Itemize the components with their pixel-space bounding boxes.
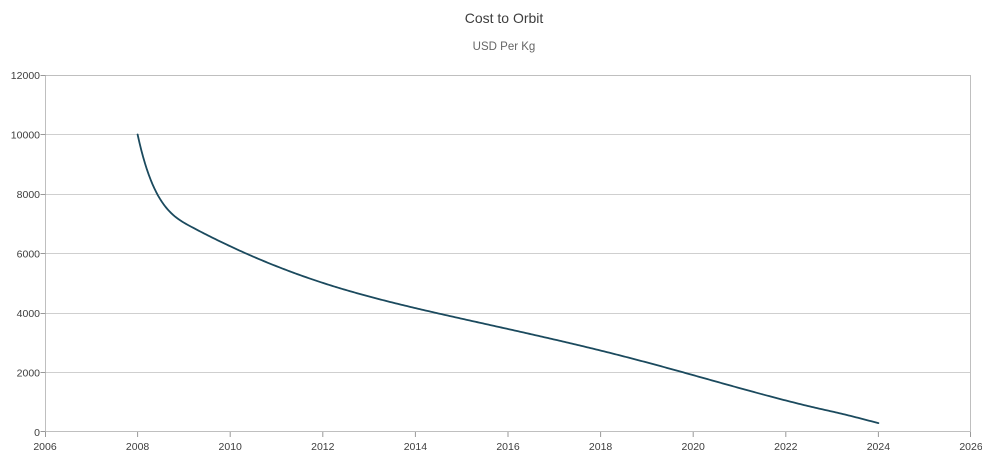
svg-text:2014: 2014 — [404, 441, 428, 453]
svg-text:2018: 2018 — [589, 441, 613, 453]
svg-text:2020: 2020 — [682, 441, 706, 453]
svg-text:8000: 8000 — [17, 189, 41, 201]
svg-text:12000: 12000 — [11, 70, 40, 82]
svg-text:6000: 6000 — [17, 249, 41, 261]
svg-text:2026: 2026 — [959, 441, 982, 453]
svg-text:2008: 2008 — [126, 441, 150, 453]
svg-text:2000: 2000 — [17, 368, 41, 380]
svg-text:4000: 4000 — [17, 308, 41, 320]
svg-text:2010: 2010 — [219, 441, 243, 453]
svg-text:0: 0 — [34, 427, 40, 439]
svg-text:2024: 2024 — [867, 441, 891, 453]
svg-text:2006: 2006 — [33, 441, 57, 453]
svg-text:2012: 2012 — [311, 441, 335, 453]
svg-text:10000: 10000 — [11, 130, 40, 142]
svg-text:2022: 2022 — [774, 441, 798, 453]
svg-text:2016: 2016 — [496, 441, 520, 453]
